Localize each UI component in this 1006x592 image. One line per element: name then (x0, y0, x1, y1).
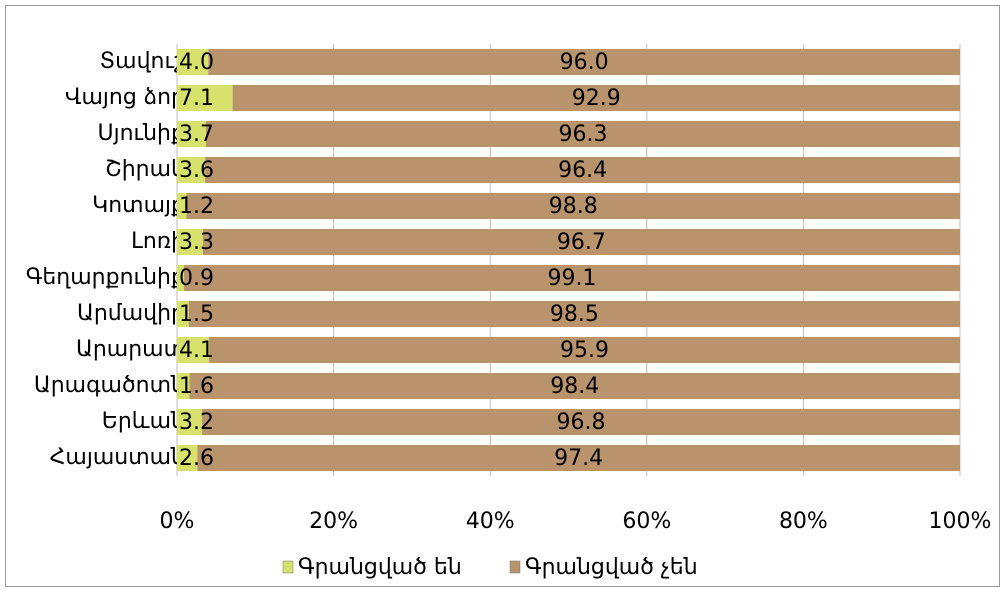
y-tick-label: Արագածոտն (34, 373, 185, 398)
data-label: 98.8 (549, 194, 598, 219)
bar-segment (177, 229, 203, 255)
bar-segment (177, 409, 203, 435)
y-tick-label: Լոռի (131, 229, 185, 254)
bar-segment (184, 265, 960, 291)
bar-segment (177, 337, 210, 363)
x-tick-label: 100% (929, 509, 992, 534)
bar-segment (186, 193, 960, 219)
bar-segment (202, 229, 961, 255)
data-label: 92.9 (572, 86, 621, 111)
y-tick-label: Արմավիր (77, 301, 185, 326)
x-tick-label: 20% (309, 509, 358, 534)
data-label: 2.6 (179, 446, 214, 471)
data-label: 96.0 (560, 50, 609, 75)
data-label: 1.2 (179, 194, 214, 219)
y-tick-label: Վայոց ձոր (65, 85, 185, 110)
y-tick-label: Հայաստան (50, 445, 185, 470)
bar-segment (177, 445, 198, 471)
data-label: 98.4 (550, 374, 599, 399)
data-label: 3.2 (179, 410, 214, 435)
data-label: 96.3 (558, 122, 607, 147)
bar-segment (177, 373, 190, 399)
bar-segment (177, 85, 233, 111)
data-label: 97.4 (554, 446, 603, 471)
bar-segment (232, 85, 960, 111)
data-label: 99.1 (548, 266, 597, 291)
data-label: 96.4 (558, 158, 607, 183)
data-label: 3.3 (179, 230, 214, 255)
y-tick-label: Գեղարքունիք (26, 265, 185, 290)
bar-segment (205, 157, 961, 183)
legend-label: Գրանցված են (298, 555, 462, 580)
data-label: 7.1 (179, 86, 214, 111)
data-label: 95.9 (560, 338, 609, 363)
bar-segment (177, 49, 209, 75)
bar-segment (188, 301, 960, 327)
bar-segment (209, 337, 960, 363)
legend-label: Գրանցված չեն (525, 555, 698, 580)
y-tick-label: Սյունիք (98, 121, 185, 146)
data-label: 3.6 (179, 158, 214, 183)
bar-segment (189, 373, 960, 399)
bar-segment (208, 49, 960, 75)
data-label: 96.8 (557, 410, 606, 435)
y-tick-label: Արարատ (76, 337, 185, 362)
x-tick-label: 80% (779, 509, 828, 534)
data-label: 4.0 (179, 50, 214, 75)
bar-segment (177, 301, 189, 327)
data-label: 1.6 (179, 374, 214, 399)
data-label: 4.1 (179, 338, 214, 363)
bar-segment (177, 193, 187, 219)
data-label: 96.7 (557, 230, 606, 255)
data-label: 3.7 (179, 122, 214, 147)
legend-swatch (282, 560, 294, 574)
x-tick-label: 60% (622, 509, 671, 534)
x-tick-label: 0% (160, 509, 195, 534)
legend-swatch (509, 560, 521, 574)
bar-segment (205, 121, 960, 147)
y-tick-label: Շիրակ (105, 157, 185, 182)
x-tick-label: 40% (466, 509, 515, 534)
bar-segment (177, 157, 206, 183)
bar-segment (177, 121, 206, 147)
bar-segment (177, 265, 185, 291)
bar-segment (202, 409, 960, 435)
data-label: 1.5 (179, 302, 214, 327)
y-tick-label: Տավուշ (100, 49, 185, 74)
data-label: 98.5 (550, 302, 599, 327)
y-tick-label: Երևան (102, 409, 185, 434)
y-tick-label: Կոտայք (92, 193, 185, 218)
bar-segment (197, 445, 960, 471)
data-label: 0.9 (179, 266, 214, 291)
